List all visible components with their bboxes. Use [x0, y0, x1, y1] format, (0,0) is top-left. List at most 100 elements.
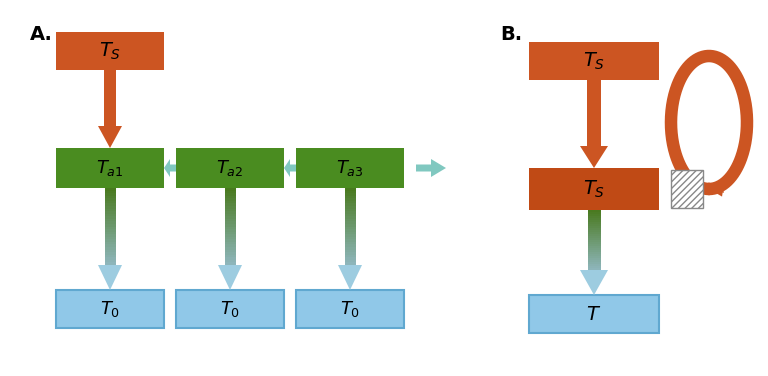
- Polygon shape: [345, 211, 356, 214]
- Polygon shape: [104, 237, 115, 240]
- Polygon shape: [224, 203, 236, 206]
- Polygon shape: [345, 257, 356, 260]
- Polygon shape: [104, 203, 115, 206]
- Polygon shape: [588, 234, 601, 236]
- Polygon shape: [104, 250, 115, 252]
- Polygon shape: [709, 185, 723, 197]
- Polygon shape: [104, 232, 115, 234]
- Polygon shape: [345, 193, 356, 196]
- Polygon shape: [345, 255, 356, 257]
- Polygon shape: [104, 226, 115, 229]
- Polygon shape: [588, 264, 601, 266]
- Bar: [296, 148, 404, 188]
- Polygon shape: [588, 238, 601, 240]
- Polygon shape: [588, 268, 601, 270]
- Polygon shape: [224, 262, 236, 265]
- Polygon shape: [709, 180, 724, 193]
- Text: $T_S$: $T_S$: [583, 178, 605, 200]
- Polygon shape: [104, 198, 115, 201]
- Polygon shape: [224, 237, 236, 240]
- Polygon shape: [98, 70, 122, 148]
- Text: $T_S$: $T_S$: [583, 50, 605, 72]
- Polygon shape: [345, 191, 356, 193]
- Polygon shape: [224, 244, 236, 247]
- Text: $T_0$: $T_0$: [100, 299, 120, 319]
- Polygon shape: [218, 265, 242, 290]
- Polygon shape: [345, 216, 356, 219]
- Polygon shape: [345, 219, 356, 221]
- Polygon shape: [224, 191, 236, 193]
- Polygon shape: [104, 193, 115, 196]
- Polygon shape: [224, 255, 236, 257]
- Text: $T_{a2}$: $T_{a2}$: [217, 158, 243, 178]
- Polygon shape: [224, 209, 236, 211]
- Polygon shape: [104, 206, 115, 209]
- Polygon shape: [345, 203, 356, 206]
- Polygon shape: [104, 219, 115, 221]
- Polygon shape: [345, 209, 356, 211]
- Polygon shape: [284, 159, 296, 177]
- Polygon shape: [104, 240, 115, 242]
- Bar: [56, 32, 164, 70]
- Bar: [671, 170, 703, 208]
- Polygon shape: [224, 252, 236, 255]
- Text: $T_0$: $T_0$: [340, 299, 360, 319]
- Polygon shape: [104, 216, 115, 219]
- Polygon shape: [345, 262, 356, 265]
- Polygon shape: [104, 252, 115, 255]
- Bar: [529, 42, 659, 80]
- Polygon shape: [588, 214, 601, 216]
- Polygon shape: [224, 188, 236, 191]
- Polygon shape: [104, 201, 115, 203]
- Polygon shape: [224, 193, 236, 196]
- Bar: [176, 148, 284, 188]
- Polygon shape: [345, 224, 356, 226]
- Polygon shape: [588, 222, 601, 224]
- Text: $T_{a3}$: $T_{a3}$: [336, 158, 364, 178]
- Polygon shape: [588, 226, 601, 228]
- Polygon shape: [224, 247, 236, 250]
- Text: A.: A.: [30, 25, 53, 44]
- Polygon shape: [588, 224, 601, 226]
- Polygon shape: [224, 229, 236, 232]
- Polygon shape: [345, 234, 356, 237]
- Bar: [529, 295, 659, 333]
- Polygon shape: [104, 214, 115, 216]
- Polygon shape: [345, 260, 356, 262]
- Polygon shape: [104, 229, 115, 232]
- Polygon shape: [104, 224, 115, 226]
- Polygon shape: [588, 250, 601, 252]
- Polygon shape: [588, 254, 601, 256]
- Polygon shape: [224, 214, 236, 216]
- Polygon shape: [98, 265, 122, 290]
- Polygon shape: [588, 236, 601, 238]
- Bar: [529, 168, 659, 210]
- Polygon shape: [345, 221, 356, 224]
- Polygon shape: [224, 232, 236, 234]
- Polygon shape: [345, 237, 356, 240]
- Polygon shape: [588, 266, 601, 268]
- Polygon shape: [104, 257, 115, 260]
- Polygon shape: [224, 198, 236, 201]
- Text: $T$: $T$: [587, 305, 601, 323]
- Polygon shape: [588, 248, 601, 250]
- Polygon shape: [345, 226, 356, 229]
- Polygon shape: [588, 212, 601, 214]
- Polygon shape: [104, 260, 115, 262]
- Bar: [176, 290, 284, 328]
- Polygon shape: [338, 265, 362, 290]
- Polygon shape: [104, 191, 115, 193]
- Polygon shape: [588, 240, 601, 242]
- Polygon shape: [345, 252, 356, 255]
- Polygon shape: [224, 219, 236, 221]
- Polygon shape: [224, 216, 236, 219]
- Polygon shape: [224, 260, 236, 262]
- Polygon shape: [588, 216, 601, 218]
- Polygon shape: [588, 258, 601, 260]
- Polygon shape: [104, 255, 115, 257]
- Polygon shape: [224, 250, 236, 252]
- Polygon shape: [345, 242, 356, 244]
- Polygon shape: [104, 211, 115, 214]
- Polygon shape: [345, 240, 356, 242]
- Polygon shape: [104, 242, 115, 244]
